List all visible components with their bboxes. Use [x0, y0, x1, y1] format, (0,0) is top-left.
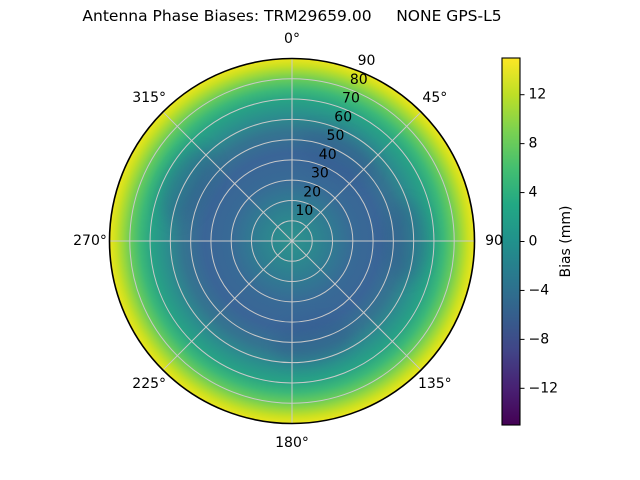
colorbar-tick-label: −8 [529, 331, 550, 347]
theta-tick-label: 135° [418, 376, 452, 392]
r-tick-label: 60 [334, 109, 352, 125]
r-tick-label: 70 [342, 91, 360, 107]
colorbar-tick-label: −12 [529, 380, 559, 396]
colorbar-tick-label: −4 [529, 282, 550, 298]
anomaly-patch [161, 148, 216, 223]
colorbar-tick-label: 12 [529, 87, 547, 103]
r-tick-label: 20 [303, 184, 321, 200]
theta-tick-label: 225° [132, 376, 166, 392]
r-tick-label: 30 [311, 166, 329, 182]
r-tick-labels: 10 20 30 40 50 60 70 80 90 [296, 53, 376, 219]
theta-tick-label: 45° [422, 90, 447, 106]
polar-grid [109, 58, 475, 424]
anomaly-patch [300, 128, 375, 183]
theta-tick-labels: 0° 45° 90 135° 180° 225° 270° 315° [73, 31, 503, 451]
theta-gridline [291, 111, 422, 242]
colorbar: 12 8 4 0 −4 −8 −12 Bias (mm) [501, 57, 574, 426]
colorbar-tick-label: 4 [529, 185, 538, 201]
polar-outline [108, 57, 476, 425]
r-tick-label: 90 [358, 53, 376, 69]
theta-tick-label: 180° [275, 435, 309, 451]
colorbar-tick-label: 0 [529, 234, 538, 250]
colorbar-bar [501, 57, 521, 426]
r-tick-label: 80 [350, 72, 368, 88]
colorbar-label: Bias (mm) [558, 205, 574, 277]
colorbar-ticks: 12 8 4 0 −4 −8 −12 [520, 87, 559, 396]
r-tick-label: 10 [296, 203, 314, 219]
theta-tick-label: 0° [284, 31, 300, 47]
theta-tick-label: 270° [73, 233, 107, 249]
theta-tick-label: 315° [132, 90, 166, 106]
theta-gridline [291, 240, 422, 371]
theta-gridline [162, 111, 293, 242]
theta-tick-label: 90 [485, 233, 503, 249]
r-tick-label: 40 [319, 147, 337, 163]
r-tick-label: 50 [327, 128, 345, 144]
colorbar-tick-label: 8 [529, 136, 538, 152]
theta-gridline [162, 240, 293, 371]
chart-title: Antenna Phase Biases: TRM29659.00 NONE G… [82, 7, 502, 25]
